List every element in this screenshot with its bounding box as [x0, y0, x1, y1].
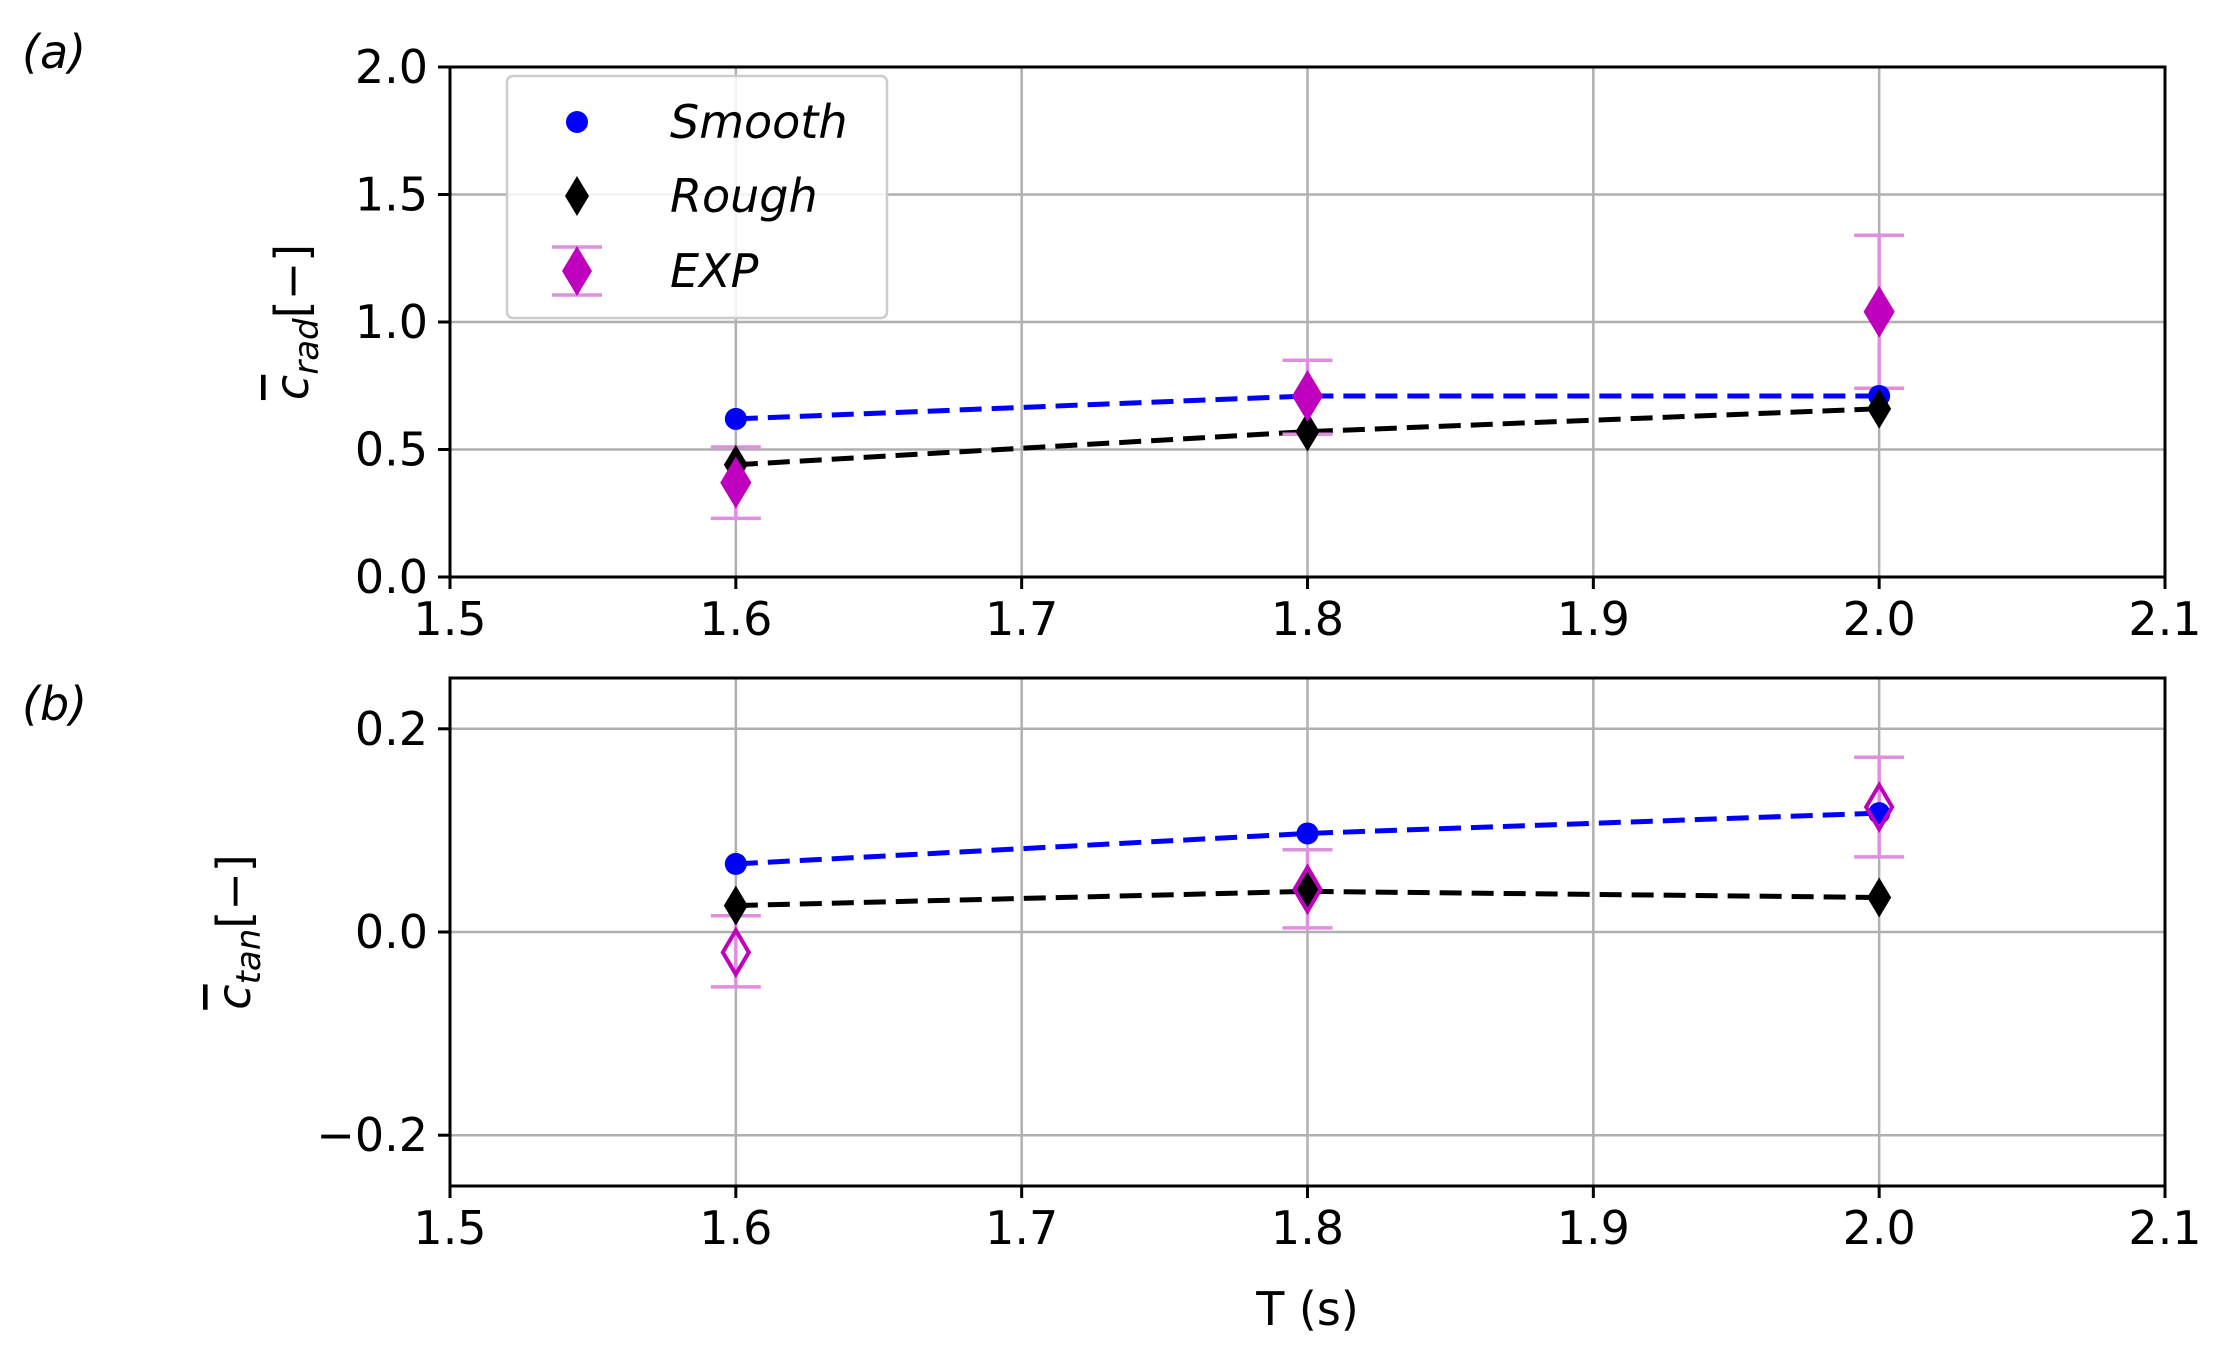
- exp-point: [1863, 285, 1895, 338]
- y-axis-label: crad[−]: [265, 244, 327, 400]
- x-tick-label: 2.0: [1843, 592, 1916, 646]
- smooth-point: [724, 852, 747, 875]
- legend-label-exp: EXP: [670, 244, 759, 298]
- y-axis-label-suffix: [−]: [265, 244, 319, 318]
- y-tick-label: 2.0: [355, 40, 428, 94]
- exp-point: [720, 926, 752, 979]
- x-tick-label: 1.5: [413, 1201, 486, 1255]
- exp-point: [720, 456, 752, 509]
- plot-frame: [448, 676, 2167, 1188]
- x-tick-label: 1.7: [985, 1201, 1058, 1255]
- y-axis-label: ctan[−]: [207, 854, 269, 1009]
- rough-point: [1867, 388, 1892, 429]
- y-tick-label: 1.5: [355, 168, 428, 222]
- rough-point: [1295, 411, 1320, 452]
- x-tick-label: 1.8: [1271, 1201, 1344, 1255]
- y-axis-label-suffix: [−]: [207, 854, 261, 928]
- y-tick-label: 1.0: [355, 295, 428, 349]
- y-axis-label-symbol: c: [207, 984, 261, 1009]
- y-tick-label: −0.2: [316, 1108, 428, 1162]
- x-tick-label: 1.6: [699, 592, 772, 646]
- legend-smooth-marker: [566, 111, 588, 133]
- y-tick-label: 0.0: [355, 550, 428, 604]
- exp-point: [1291, 369, 1324, 422]
- plot-frame: [448, 65, 2167, 579]
- panel-b: 1.5 1.6 1.7 1.8 1.9 2.0 2.1 −0.2 0.0 0.2 (b) ctan[−…: [22, 676, 2202, 1336]
- exp-point: [1292, 863, 1323, 916]
- x-tick-label: 1.6: [699, 1201, 772, 1255]
- y-tick-label: 0.5: [355, 423, 428, 477]
- panel-label: (b): [22, 677, 87, 731]
- rough-point: [1295, 871, 1320, 912]
- rough-point: [723, 885, 748, 926]
- x-tick-label: 1.9: [1557, 1201, 1630, 1255]
- legend: Smooth Rough EXP: [505, 74, 889, 320]
- exp-point: [1863, 781, 1895, 833]
- panel-label: (a): [22, 25, 86, 79]
- x-tick-label: 1.7: [985, 592, 1058, 646]
- x-tick-label: 2.0: [1843, 1201, 1916, 1255]
- legend-box: [505, 74, 889, 320]
- x-tick-label: 2.1: [2128, 1201, 2201, 1255]
- y-axis-label-symbol: c: [265, 375, 319, 400]
- y-tick-label: 0.0: [355, 905, 428, 959]
- y-tick-label: 0.2: [355, 702, 428, 756]
- smooth-point: [1296, 822, 1319, 845]
- x-axis-label: T (s): [1255, 1282, 1359, 1336]
- legend-label-smooth: Smooth: [670, 95, 848, 149]
- rough-point: [1867, 877, 1892, 918]
- panel-a: 1.5 1.6 1.7 1.8 1.9 2.0 2.1 0.0 0.5 1.0 1.5 2.0 (a) c…: [22, 25, 2202, 646]
- y-axis-label-subscript: tan: [229, 929, 269, 985]
- x-tick-label: 1.5: [413, 592, 486, 646]
- y-axis-label-subscript: rad: [287, 318, 327, 375]
- x-tick-label: 2.1: [2128, 592, 2201, 646]
- smooth-point: [724, 407, 747, 430]
- legend-label-rough: Rough: [670, 169, 818, 223]
- legend-exp-marker: [562, 246, 592, 296]
- x-tick-label: 1.8: [1271, 592, 1344, 646]
- legend-rough-marker: [565, 176, 589, 216]
- x-tick-label: 1.9: [1557, 592, 1630, 646]
